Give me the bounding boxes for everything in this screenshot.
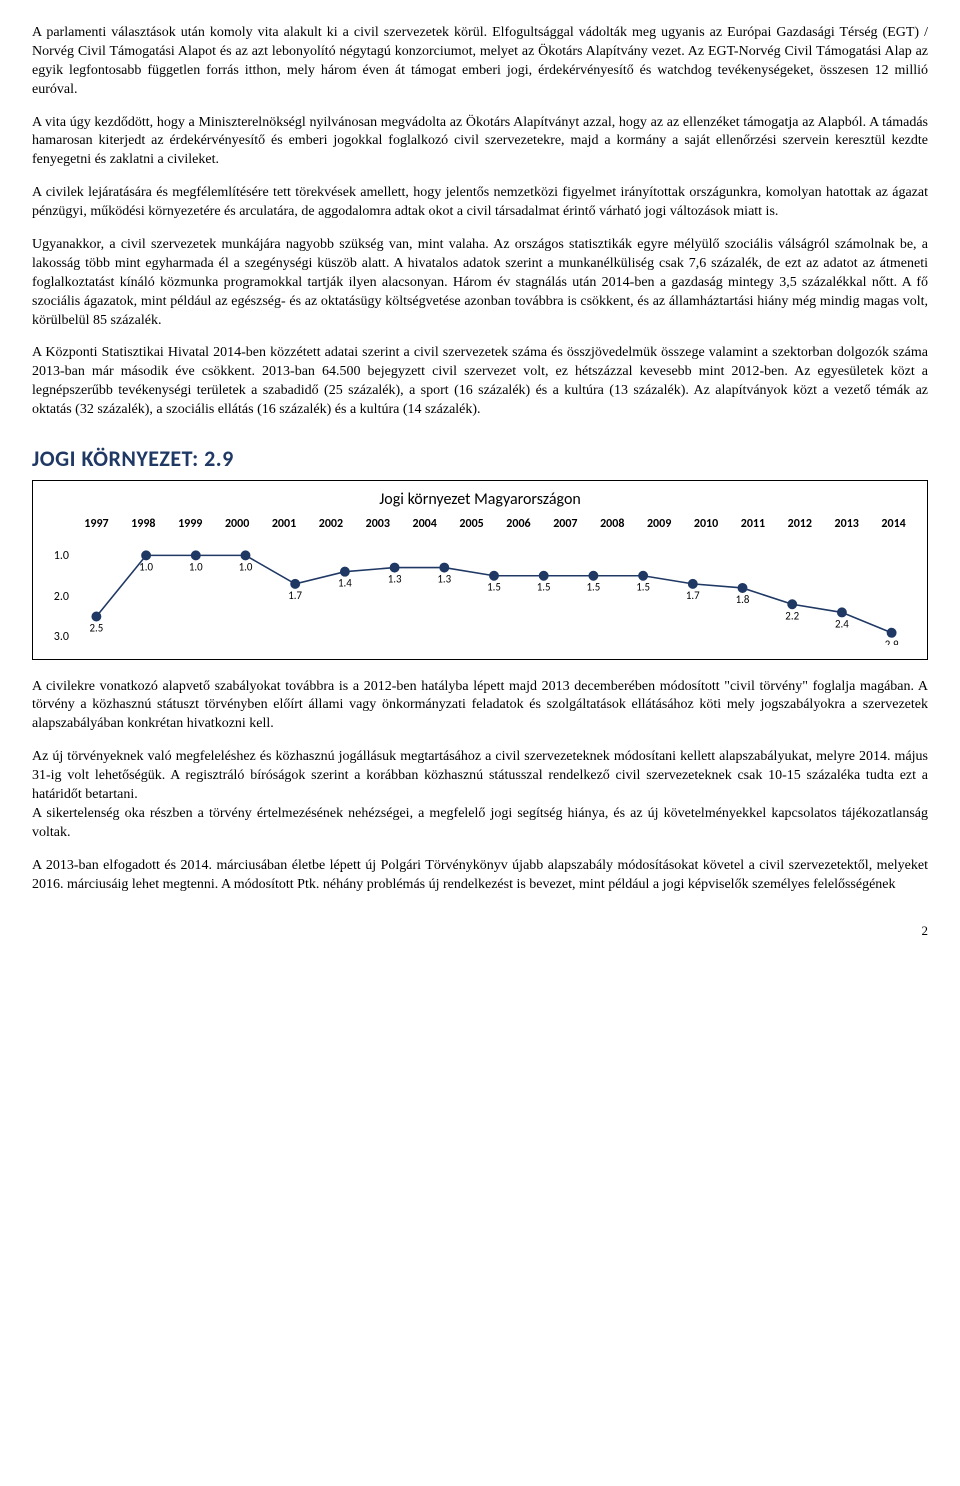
chart-marker [738, 583, 747, 592]
chart-value-label: 1.7 [288, 588, 302, 601]
chart-marker [241, 550, 250, 559]
chart-plot-area: 2.5 1.0 1.0 1.0 1.7 1.4 1.3 1.3 1.5 1.5 1.5 1.5 1.7 1… [73, 535, 915, 645]
paragraph-3: A civilek lejáratására és megfélemlítésé… [32, 184, 928, 222]
chart-year-label: 2009 [636, 516, 683, 532]
chart-value-label: 1.4 [338, 576, 352, 589]
chart-line [96, 555, 891, 632]
chart-year-label: 2001 [261, 516, 308, 532]
paragraph-7b: A sikertelenség oka részben a törvény ér… [32, 805, 928, 843]
chart-value-label: 1.8 [736, 592, 750, 605]
chart-year-label: 1998 [120, 516, 167, 532]
paragraph-6: A civilekre vonatkozó alapvető szabályok… [32, 678, 928, 735]
chart-y-label: 3.0 [54, 629, 69, 645]
chart-marker [639, 571, 648, 580]
chart-value-label: 1.3 [437, 572, 451, 585]
paragraph-4: Ugyanakkor, a civil szervezetek munkájár… [32, 236, 928, 330]
chart-value-label: 1.5 [587, 580, 601, 593]
chart-y-axis: 1.0 2.0 3.0 [43, 535, 73, 645]
chart-value-label: 1.0 [239, 560, 253, 573]
chart-value-label: 2.9 [885, 637, 899, 644]
chart-y-label: 1.0 [54, 548, 69, 564]
paragraph-8: A 2013-ban elfogadott és 2014. márciusáb… [32, 857, 928, 895]
chart-value-label: 2.4 [835, 617, 849, 630]
chart-year-label: 2011 [729, 516, 776, 532]
chart-marker [688, 579, 697, 588]
chart-marker [142, 550, 151, 559]
chart-year-label: 2004 [401, 516, 448, 532]
chart-title: Jogi környezet Magyarországon [43, 489, 917, 511]
page-number: 2 [32, 922, 928, 940]
chart-marker [539, 571, 548, 580]
chart-x-axis: 1997199819992000200120022003200420052006… [73, 516, 917, 532]
chart-marker [291, 579, 300, 588]
chart-value-label: 2.2 [785, 609, 799, 622]
chart-value-label: 1.0 [189, 560, 203, 573]
chart-marker [390, 563, 399, 572]
chart-value-label: 2.5 [89, 621, 103, 634]
section-heading-legal: JOGI KÖRNYEZET: 2.9 [32, 444, 928, 474]
chart-marker [589, 571, 598, 580]
paragraph-5: A Központi Statisztikai Hivatal 2014-ben… [32, 344, 928, 420]
chart-year-label: 2007 [542, 516, 589, 532]
chart-value-label: 1.0 [139, 560, 153, 573]
chart-value-label: 1.5 [537, 580, 551, 593]
paragraph-1: A parlamenti választások után komoly vit… [32, 24, 928, 100]
chart-marker [490, 571, 499, 580]
chart-year-label: 2003 [354, 516, 401, 532]
chart-marker [340, 567, 349, 576]
chart-year-label: 2000 [214, 516, 261, 532]
chart-value-label: 1.5 [487, 580, 501, 593]
chart-value-label: 1.3 [388, 572, 402, 585]
chart-year-label: 2005 [448, 516, 495, 532]
paragraph-2: A vita úgy kezdődött, hogy a Miniszterel… [32, 114, 928, 171]
chart-marker [440, 563, 449, 572]
chart-marker [837, 607, 846, 616]
chart-year-label: 2013 [823, 516, 870, 532]
chart-container: Jogi környezet Magyarországon 1997199819… [32, 480, 928, 660]
paragraph-7a: Az új törvényeknek való megfeleléshez és… [32, 748, 928, 805]
chart-year-label: 1997 [73, 516, 120, 532]
chart-year-label: 1999 [167, 516, 214, 532]
chart-year-label: 2002 [307, 516, 354, 532]
chart-value-label: 1.7 [686, 588, 700, 601]
chart-year-label: 2006 [495, 516, 542, 532]
chart-year-label: 2010 [683, 516, 730, 532]
chart-y-label: 2.0 [54, 589, 69, 605]
chart-year-label: 2014 [870, 516, 917, 532]
chart-value-label: 1.5 [636, 580, 650, 593]
chart-marker [92, 611, 101, 620]
chart-year-label: 2008 [589, 516, 636, 532]
chart-marker [788, 599, 797, 608]
chart-body: 1.0 2.0 3.0 2.5 1.0 1.0 1.0 1.7 1.4 1.3 1.3 1.5 1.5… [43, 535, 917, 645]
chart-year-label: 2012 [776, 516, 823, 532]
chart-marker [191, 550, 200, 559]
chart-marker [887, 628, 896, 637]
